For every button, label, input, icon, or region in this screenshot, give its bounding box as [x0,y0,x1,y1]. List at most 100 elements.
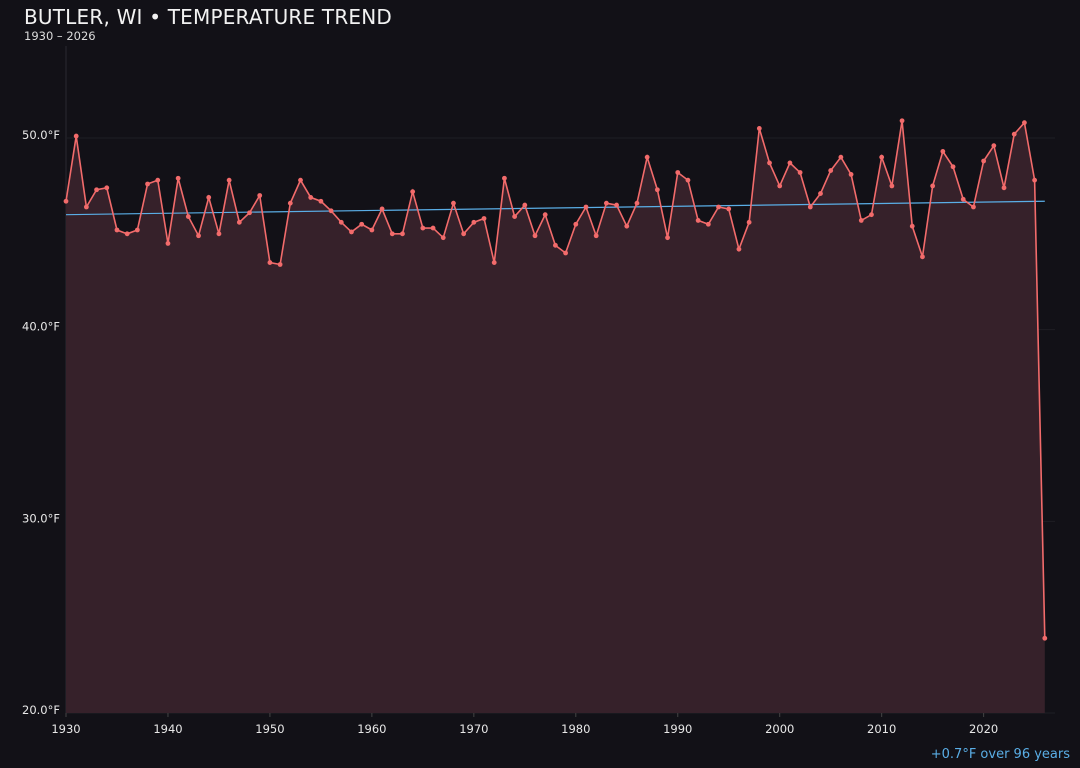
data-point [950,164,956,170]
data-point [94,187,99,193]
data-point [828,168,834,173]
y-tick-label: 40.0°F [22,320,60,334]
data-point [797,170,803,175]
data-point [502,175,507,181]
data-point [420,225,426,231]
x-tick-label: 1980 [561,722,590,736]
data-point [1011,131,1017,137]
data-point [542,212,548,218]
data-point [104,185,110,191]
data-point [573,221,579,227]
data-point [73,133,79,139]
data-point [369,227,375,233]
data-point [267,260,273,265]
data-point [685,177,691,183]
data-point [338,219,344,225]
x-tick-label: 2020 [969,722,998,736]
data-point [960,196,966,202]
data-point [389,231,395,237]
data-point [410,189,416,195]
data-point [675,170,681,175]
data-point [277,262,283,267]
data-point [899,118,905,124]
data-point [308,195,314,200]
data-point [451,200,456,206]
data-point [400,231,405,237]
data-point [756,126,762,131]
data-point [287,200,293,206]
data-point [583,204,589,210]
data-point [145,181,150,187]
data-point [981,158,987,164]
data-point [736,246,742,252]
data-point [236,219,242,225]
data-point [746,219,752,225]
data-point [553,242,558,248]
data-point [838,154,844,160]
data-point [920,254,925,260]
trend-line [65,200,1045,216]
data-point [614,202,619,208]
data-point [226,177,232,183]
chart-title: BUTLER, WI • TEMPERATURE TREND [24,5,393,29]
data-point [665,235,670,241]
data-point [991,143,997,149]
data-point [807,204,813,210]
data-point [787,160,793,166]
data-point [532,233,538,239]
x-tick-label: 2000 [765,722,794,736]
data-point [124,231,130,237]
data-point [930,183,936,189]
data-point [440,235,446,241]
data-point [165,241,171,246]
data-point [940,149,946,154]
data-point [134,227,140,233]
data-point [726,206,732,212]
data-point [349,229,354,235]
data-point [379,206,385,212]
data-point [512,214,518,219]
data-point [185,214,191,219]
x-tick-label: 1970 [459,722,488,736]
x-tick-label: 1950 [255,722,284,736]
data-point [471,219,477,225]
data-point [848,172,854,177]
data-point [175,175,181,181]
y-tick-label: 20.0°F [22,703,60,717]
area-fill [66,120,1045,713]
data-point [767,160,772,166]
x-tick-label: 1960 [357,722,386,736]
data-point [83,204,89,210]
data-point [247,210,252,216]
trend-annotation: +0.7°F over 96 years [930,747,1070,762]
data-point [430,225,436,231]
chart-subtitle: 1930 – 2026 [24,29,96,43]
data-point [196,233,201,239]
data-point [603,200,609,206]
data-point [593,233,599,239]
data-point [889,183,895,189]
data-point [114,227,120,233]
data-point [461,231,467,237]
data-point [869,212,874,218]
data-point [858,218,864,223]
data-point [624,223,630,229]
data-point [522,202,528,208]
data-point [634,200,640,206]
data-point [1001,185,1007,191]
data-point [359,221,365,227]
data-point [879,154,885,160]
data-point [328,208,334,214]
data-point [818,191,823,196]
data-point [1032,177,1038,183]
data-point [63,198,69,204]
data-point [298,177,303,183]
y-tick-label: 50.0°F [22,128,60,142]
data-point [491,260,497,265]
x-tick-label: 2010 [867,722,896,736]
data-point [644,154,650,160]
x-tick-label: 1990 [663,722,692,736]
y-tick-label: 30.0°F [22,511,60,525]
data-point [705,221,711,227]
